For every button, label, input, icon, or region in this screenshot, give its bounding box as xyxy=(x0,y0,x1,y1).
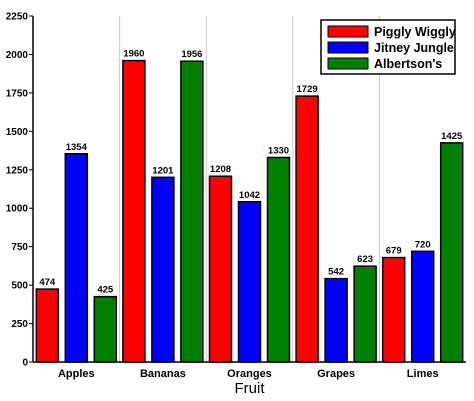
bar xyxy=(381,256,406,363)
data-label: 1425 xyxy=(441,131,463,142)
legend-label: Piggly Wiggly xyxy=(374,25,456,39)
bar xyxy=(64,153,89,363)
data-label: 425 xyxy=(97,285,114,296)
data-label: 1042 xyxy=(239,190,260,201)
data-label: 474 xyxy=(39,277,56,288)
data-label: 1208 xyxy=(210,164,231,175)
y-tick-label: 750 xyxy=(11,242,28,253)
x-axis-ticks: Apples Bananas Oranges Grapes Limes xyxy=(58,368,439,380)
bar xyxy=(295,95,319,363)
y-tick-label: 1000 xyxy=(6,204,29,215)
bar xyxy=(439,142,464,363)
data-label: 1956 xyxy=(181,49,202,60)
bar xyxy=(35,288,60,363)
data-label: 1354 xyxy=(66,142,88,153)
value-labels: 474 1354 425 1960 1201 1956 1208 1042 1330 1729 54… xyxy=(39,49,463,296)
x-tick-label: Limes xyxy=(407,368,439,380)
y-tick-label: 1500 xyxy=(6,127,29,138)
y-tick-label: 1250 xyxy=(6,165,29,176)
bar xyxy=(237,201,262,363)
data-label: 542 xyxy=(328,267,344,278)
legend-swatch xyxy=(327,25,369,38)
bar xyxy=(208,175,233,363)
y-tick-label: 1750 xyxy=(6,88,29,99)
bar xyxy=(266,156,291,363)
data-label: 623 xyxy=(357,254,373,265)
y-tick-label: 0 xyxy=(22,358,28,369)
x-axis-title: Fruit xyxy=(235,380,266,397)
x-tick-label: Apples xyxy=(58,368,95,380)
legend: Piggly Wiggly Jitney Jungle Albertson's xyxy=(320,19,456,75)
bar xyxy=(324,277,348,363)
bars xyxy=(35,59,464,363)
legend-swatch xyxy=(327,57,369,70)
data-label: 1729 xyxy=(297,84,318,95)
y-tick-label: 2250 xyxy=(6,12,29,23)
data-label: 720 xyxy=(415,239,431,250)
bar xyxy=(93,295,118,363)
y-tick-label: 500 xyxy=(11,281,28,292)
y-axis-ticks: 0 250 500 750 1000 1250 1500 1750 2000 2250 xyxy=(6,12,33,369)
legend-label: Jitney Jungle xyxy=(374,41,454,55)
x-tick-label: Grapes xyxy=(317,368,355,380)
bar xyxy=(122,59,146,363)
data-label: 1201 xyxy=(152,165,174,176)
y-tick-label: 2000 xyxy=(6,50,29,61)
y-tick-label: 250 xyxy=(11,319,28,330)
bar xyxy=(353,265,377,363)
bar xyxy=(180,60,204,363)
legend-label: Albertson's xyxy=(374,57,442,71)
bar xyxy=(410,250,435,363)
x-tick-label: Oranges xyxy=(227,368,272,380)
axes xyxy=(32,16,466,363)
x-tick-label: Bananas xyxy=(140,368,186,380)
data-label: 1330 xyxy=(268,145,289,156)
data-label: 1960 xyxy=(123,49,144,60)
data-label: 679 xyxy=(386,246,402,257)
bar xyxy=(151,176,175,363)
legend-swatch xyxy=(327,41,369,54)
